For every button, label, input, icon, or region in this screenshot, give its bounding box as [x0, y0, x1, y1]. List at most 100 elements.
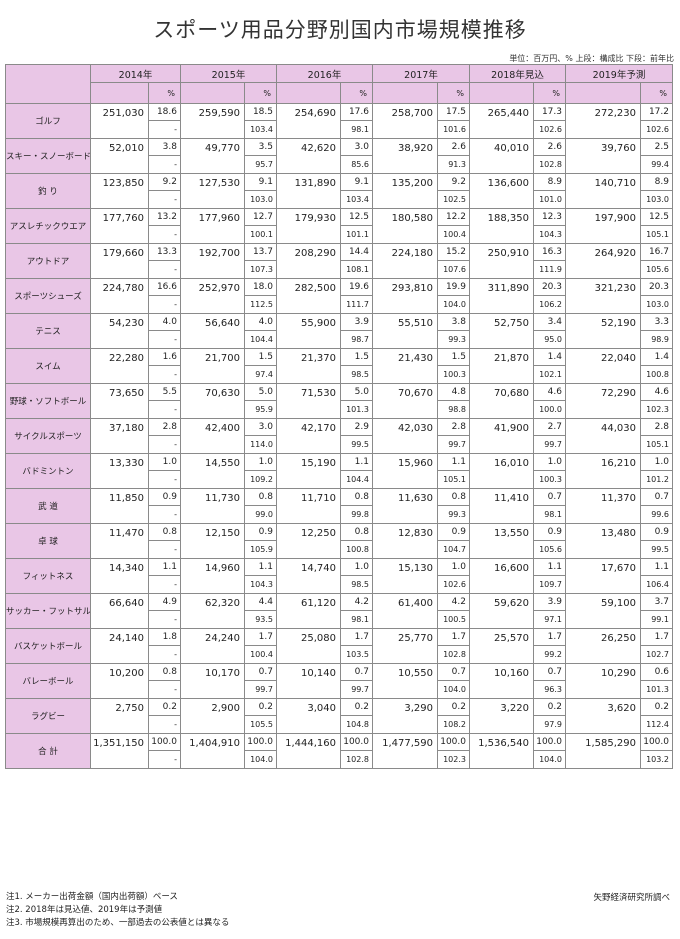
growth-cell: 95.0 [533, 330, 566, 349]
pct-subheader: % [437, 82, 470, 104]
share-cell: 1.7 [437, 628, 470, 646]
growth-cell: 111.9 [533, 260, 566, 279]
market-value-cell: 42,620 [276, 138, 341, 174]
share-cell: 0.6 [640, 663, 673, 681]
market-value-cell: 21,870 [469, 348, 534, 384]
footnotes: 注1. メーカー出荷金額（国内出荷額）ベース 注2. 2018年は見込値、201… [6, 891, 229, 930]
share-cell: 2.8 [437, 418, 470, 436]
growth-cell: 91.3 [437, 155, 470, 174]
growth-cell: 101.0 [533, 190, 566, 209]
growth-cell: 98.1 [340, 610, 373, 629]
market-value-cell: 293,810 [372, 278, 438, 314]
market-value-cell: 70,630 [180, 383, 245, 419]
market-value-cell: 179,660 [90, 243, 149, 279]
market-value-cell: 13,330 [90, 453, 149, 489]
share-cell: 1.7 [533, 628, 566, 646]
market-value-cell: 49,770 [180, 138, 245, 174]
market-value-cell: 15,190 [276, 453, 341, 489]
market-value-cell: 40,010 [469, 138, 534, 174]
market-value-cell: 135,200 [372, 173, 438, 209]
market-value-cell: 224,180 [372, 243, 438, 279]
share-cell: 3.3 [640, 313, 673, 331]
market-value-cell: 3,220 [469, 698, 534, 734]
growth-cell: 99.2 [533, 645, 566, 664]
table-row: 武 道 11,850 0.9 11,730 0.8 11,710 0.8 11,630 0.8 1… [5, 488, 673, 524]
share-cell: 4.6 [640, 383, 673, 401]
growth-cell: 105.1 [437, 470, 470, 489]
growth-cell: 100.4 [244, 645, 277, 664]
growth-cell: 99.4 [640, 155, 673, 174]
table-row: サイクルスポーツ 37,180 2.8 42,400 3.0 42,170 2.9 42,03… [5, 418, 673, 454]
market-value-cell: 14,960 [180, 558, 245, 594]
growth-cell: 104.3 [533, 225, 566, 244]
share-cell: 3.9 [340, 313, 373, 331]
share-cell: 0.2 [640, 698, 673, 716]
growth-cell: 96.3 [533, 680, 566, 699]
market-value-cell: 2,750 [90, 698, 149, 734]
growth-cell: 108.2 [437, 715, 470, 734]
category-label: サッカー・フットサル [5, 593, 91, 629]
share-cell: 3.4 [533, 313, 566, 331]
market-value-cell: 264,920 [565, 243, 641, 279]
source-credit: 矢野経済研究所調べ [593, 893, 670, 903]
share-cell: 8.9 [533, 173, 566, 191]
market-value-cell: 14,340 [90, 558, 149, 594]
market-value-cell: 10,160 [469, 663, 534, 699]
share-cell: 18.5 [244, 103, 277, 121]
market-value-cell: 22,040 [565, 348, 641, 384]
market-value-cell: 10,140 [276, 663, 341, 699]
market-value-cell: 188,350 [469, 208, 534, 244]
share-cell: 1.0 [244, 453, 277, 471]
market-value-cell: 11,370 [565, 488, 641, 524]
growth-cell: 99.8 [340, 505, 373, 524]
market-value-cell: 2,900 [180, 698, 245, 734]
share-cell: 17.6 [340, 103, 373, 121]
share-cell: 1.1 [340, 453, 373, 471]
share-cell: 2.8 [148, 418, 181, 436]
market-value-cell: 52,010 [90, 138, 149, 174]
market-value-cell: 10,200 [90, 663, 149, 699]
growth-cell: 100.0 [533, 400, 566, 419]
growth-cell: 102.8 [340, 750, 373, 769]
share-cell: 100.0 [437, 733, 470, 751]
market-value-cell: 177,760 [90, 208, 149, 244]
growth-cell: 97.1 [533, 610, 566, 629]
share-cell: 15.2 [437, 243, 470, 261]
market-value-cell: 59,620 [469, 593, 534, 629]
growth-cell: 98.7 [340, 330, 373, 349]
market-value-cell: 42,400 [180, 418, 245, 454]
growth-cell: 101.1 [340, 225, 373, 244]
share-cell: 13.3 [148, 243, 181, 261]
share-cell: 9.2 [148, 173, 181, 191]
share-cell: 100.0 [340, 733, 373, 751]
share-cell: 0.8 [148, 523, 181, 541]
growth-cell: 102.6 [640, 120, 673, 139]
market-value-cell: 15,960 [372, 453, 438, 489]
growth-cell: 107.3 [244, 260, 277, 279]
share-cell: 4.9 [148, 593, 181, 611]
share-cell: 4.6 [533, 383, 566, 401]
category-label: ラグビー [5, 698, 91, 734]
growth-cell: 100.8 [340, 540, 373, 559]
value-subheader [469, 82, 534, 104]
market-value-cell: 1,404,910 [180, 733, 245, 769]
share-cell: 3.5 [244, 138, 277, 156]
market-value-cell: 25,080 [276, 628, 341, 664]
growth-cell: 102.3 [640, 400, 673, 419]
growth-cell: 95.7 [244, 155, 277, 174]
growth-cell: 105.1 [640, 225, 673, 244]
category-label: バレーボール [5, 663, 91, 699]
market-value-cell: 1,536,540 [469, 733, 534, 769]
share-cell: 0.9 [533, 523, 566, 541]
market-value-cell: 44,030 [565, 418, 641, 454]
share-cell: 1.7 [640, 628, 673, 646]
share-cell: 0.8 [340, 488, 373, 506]
share-cell: 1.1 [533, 558, 566, 576]
share-cell: 17.5 [437, 103, 470, 121]
share-cell: 4.8 [437, 383, 470, 401]
market-value-cell: 56,640 [180, 313, 245, 349]
table-row: ゴルフ 251,030 18.6 259,590 18.5 254,690 17.6 258,… [5, 103, 673, 139]
market-value-cell: 25,770 [372, 628, 438, 664]
category-label: 釣 り [5, 173, 91, 209]
market-value-cell: 127,530 [180, 173, 245, 209]
